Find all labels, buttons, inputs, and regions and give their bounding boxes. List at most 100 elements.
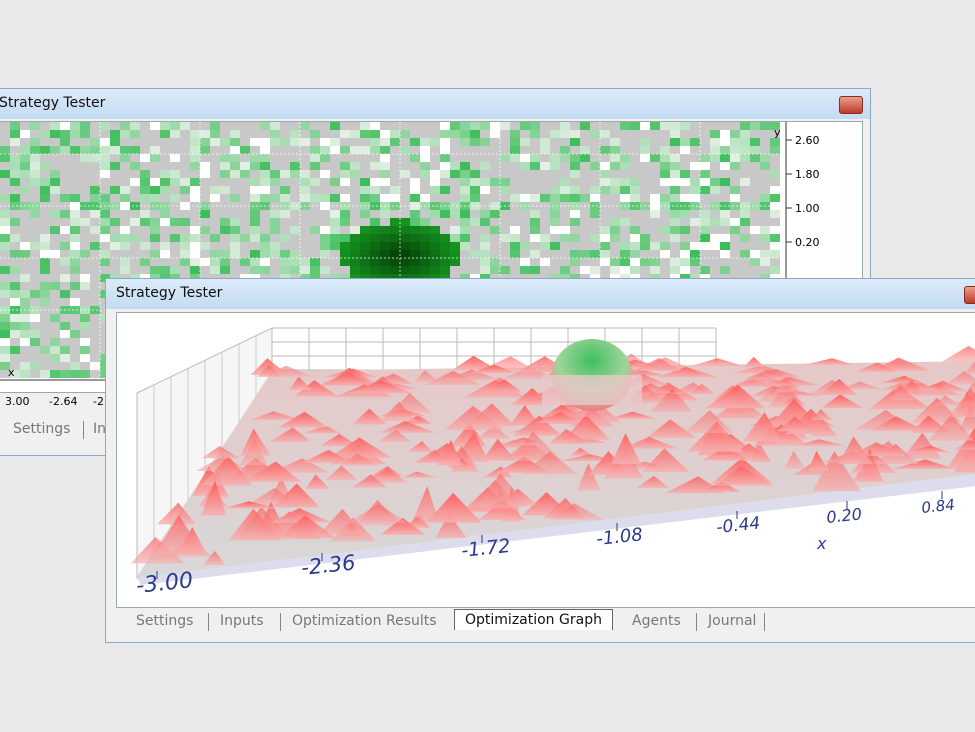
heat-cell: [130, 218, 140, 226]
heat-cell: [510, 202, 520, 210]
close-button[interactable]: [839, 96, 863, 114]
heat-cell: [220, 242, 230, 250]
tab[interactable]: Inputs: [220, 613, 264, 629]
heat-cell: [250, 266, 260, 274]
heat-cell: [70, 274, 80, 282]
heat-cell: [160, 210, 170, 218]
heat-cell: [230, 122, 240, 130]
heat-cell: [20, 290, 30, 298]
heat-cell: [740, 258, 750, 266]
heat-cell: [730, 146, 740, 154]
x-tick-label: -0.44: [715, 513, 761, 537]
heat-cell: [30, 346, 40, 354]
heat-cell: [120, 170, 130, 178]
heat-cell: [180, 186, 190, 194]
heat-cell: [500, 186, 510, 194]
heat-cell: [140, 122, 150, 130]
tab[interactable]: Optimization Results: [292, 613, 437, 629]
heat-cell: [380, 194, 390, 202]
title-bar: Strategy Tester: [106, 279, 975, 309]
tab[interactable]: Optimization Graph: [454, 609, 613, 630]
heat-cell: [180, 162, 190, 170]
heat-cell: [610, 202, 620, 210]
heat-cell: [680, 122, 690, 130]
heat-cell: [520, 186, 530, 194]
heat-cell: [730, 122, 740, 130]
heat-cell: [640, 258, 650, 266]
heat-cell: [50, 162, 60, 170]
heat-cell: [740, 226, 750, 234]
heat-cell: [340, 194, 350, 202]
tab[interactable]: Settings: [13, 421, 71, 437]
heat-cell: [420, 258, 430, 266]
heat-cell: [250, 170, 260, 178]
tab[interactable]: Settings: [136, 613, 194, 629]
surface-peak: [796, 439, 847, 446]
heat-cell: [730, 218, 740, 226]
heat-cell: [740, 130, 750, 138]
heat-cell: [160, 218, 170, 226]
heat-cell: [550, 130, 560, 138]
heat-cell: [610, 234, 620, 242]
heat-cell: [400, 210, 410, 218]
heat-cell: [40, 178, 50, 186]
heat-cell: [370, 138, 380, 146]
heat-cell: [40, 314, 50, 322]
heat-cell: [460, 250, 470, 258]
heat-cell: [340, 138, 350, 146]
heat-cell: [760, 194, 770, 202]
heat-cell: [520, 162, 530, 170]
heat-cell: [170, 258, 180, 266]
heat-cell: [480, 234, 490, 242]
tab[interactable]: Journal: [708, 613, 757, 629]
heat-cell: [90, 362, 100, 370]
heat-cell: [210, 194, 220, 202]
heat-cell: [70, 146, 80, 154]
heat-cell: [540, 186, 550, 194]
surface-peak: [318, 372, 378, 386]
heat-cell: [750, 202, 760, 210]
heat-cell: [620, 178, 630, 186]
heat-cell: [440, 242, 450, 250]
heat-cell: [710, 170, 720, 178]
heat-cell: [290, 218, 300, 226]
heat-cell: [20, 362, 30, 370]
heat-cell: [250, 234, 260, 242]
heat-cell: [380, 234, 390, 242]
heat-cell: [460, 210, 470, 218]
heat-cell: [160, 130, 170, 138]
heat-cell: [280, 146, 290, 154]
heat-cell: [440, 258, 450, 266]
heat-cell: [330, 178, 340, 186]
heat-cell: [70, 234, 80, 242]
tab-bar: Settings Inputs Optimization Results Optimi…: [136, 609, 896, 633]
heat-cell: [80, 258, 90, 266]
heat-cell: [570, 122, 580, 130]
heat-cell: [550, 218, 560, 226]
heat-cell: [90, 194, 100, 202]
x-tick-label: 3.00: [5, 395, 30, 408]
heat-cell: [360, 258, 370, 266]
heat-cell: [690, 234, 700, 242]
heat-cell: [650, 242, 660, 250]
heat-cell: [40, 298, 50, 306]
heat-cell: [550, 170, 560, 178]
heat-cell: [80, 226, 90, 234]
heat-cell: [560, 178, 570, 186]
heat-cell: [590, 242, 600, 250]
close-button[interactable]: [964, 286, 975, 304]
tab[interactable]: Agents: [632, 613, 681, 629]
heat-cell: [30, 234, 40, 242]
tab[interactable]: In: [93, 421, 107, 437]
heat-cell: [690, 146, 700, 154]
heat-cell: [200, 162, 210, 170]
heat-cell: [20, 346, 30, 354]
heat-cell: [360, 122, 370, 130]
heat-cell: [530, 162, 540, 170]
heat-cell: [720, 122, 730, 130]
heat-cell: [210, 146, 220, 154]
heat-cell: [100, 122, 110, 130]
heat-cell: [600, 122, 610, 130]
heat-cell: [70, 282, 80, 290]
heat-cell: [270, 218, 280, 226]
